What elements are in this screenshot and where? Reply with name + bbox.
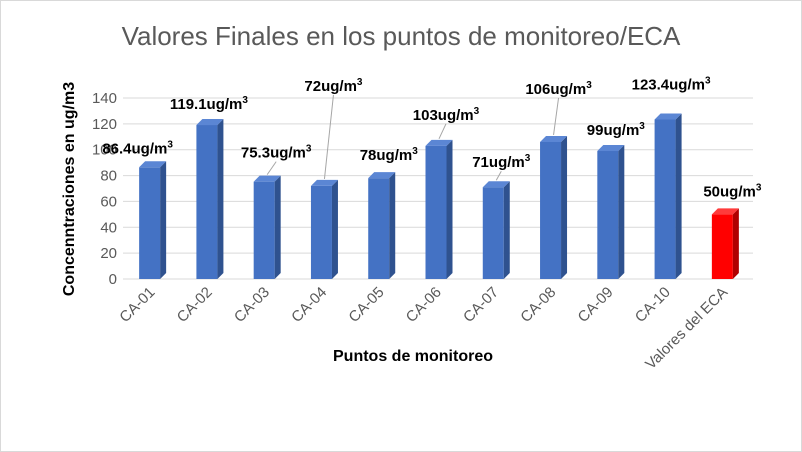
- data-label: 119.1ug/m3: [170, 95, 249, 113]
- bar-top: [425, 139, 453, 146]
- bar-front: [597, 151, 619, 279]
- leader-line: [495, 170, 502, 181]
- bar: [540, 135, 568, 279]
- bar-top: [368, 172, 396, 179]
- data-label: 50ug/m3: [703, 182, 762, 200]
- y-tick-label: 0: [109, 271, 117, 288]
- bar-side: [217, 119, 224, 279]
- x-tick-label: CA-10: [632, 284, 674, 326]
- y-tick-label: 100: [92, 142, 117, 159]
- y-tick-label: 60: [100, 193, 117, 210]
- leader-line: [323, 94, 334, 179]
- y-axis-title: Concenntraciones en ug/m3: [61, 82, 78, 296]
- bar: [597, 145, 625, 279]
- label-leader-lines: [266, 94, 560, 181]
- bar-front: [253, 181, 275, 279]
- y-tick-label: 80: [100, 168, 117, 185]
- bar-side: [389, 172, 396, 279]
- y-tick-label: 120: [92, 116, 117, 133]
- bar-top: [711, 208, 739, 215]
- x-tick-label: CA-05: [345, 284, 387, 326]
- bar-top: [540, 135, 568, 142]
- bar-eca: [711, 208, 739, 279]
- bar-top: [597, 145, 625, 152]
- leader-line: [438, 123, 447, 140]
- bar-side: [446, 139, 453, 279]
- bar-top: [310, 179, 338, 186]
- bar-top: [253, 175, 281, 182]
- data-label: 86.4ug/m3: [102, 139, 173, 157]
- bar-side: [561, 135, 568, 279]
- chart-title: Valores Finales en los puntos de monitor…: [122, 21, 681, 51]
- leader-line: [266, 161, 277, 175]
- x-tick-label: CA-04: [288, 284, 330, 326]
- data-label: 106ug/m3: [525, 80, 592, 98]
- bar-top: [139, 161, 167, 168]
- data-labels: 86.4ug/m3 119.1ug/m3 75.3ug/m3 72ug/m3 78ug/…: [102, 75, 762, 200]
- bar-front: [540, 141, 562, 279]
- bar-front: [310, 185, 332, 279]
- bar-top: [654, 113, 682, 120]
- y-tick-label: 40: [100, 219, 117, 236]
- data-label: 71ug/m3: [472, 153, 531, 171]
- bar: [253, 175, 281, 279]
- bar: [425, 139, 453, 279]
- bar: [654, 113, 682, 279]
- data-label: 75.3ug/m3: [241, 144, 312, 162]
- x-tick-label: CA-02: [174, 284, 216, 326]
- bar-side: [732, 208, 739, 279]
- leader-line: [553, 97, 560, 136]
- bar: [482, 181, 510, 279]
- bar-front: [654, 119, 676, 279]
- bar-front: [196, 125, 218, 279]
- x-tick-label: CA-01: [116, 284, 158, 326]
- x-tick-label: CA-08: [517, 284, 559, 326]
- bar-side: [160, 161, 167, 279]
- data-label: 123.4ug/m3: [632, 75, 711, 93]
- bars: [139, 113, 739, 279]
- bar-front: [368, 178, 390, 279]
- bar-side: [503, 181, 510, 279]
- bar-front: [711, 214, 733, 279]
- bar-side: [675, 113, 682, 279]
- bar: [196, 119, 224, 279]
- bar-top: [482, 181, 510, 188]
- y-tick-label: 20: [100, 245, 117, 262]
- y-axis-ticks: 0 20 40 60 80 100 120 140: [92, 90, 117, 288]
- bar-side: [331, 179, 338, 279]
- data-label: 72ug/m3: [304, 77, 363, 95]
- y-tick-label: 140: [92, 90, 117, 107]
- bar-front: [482, 187, 504, 279]
- bar-front: [139, 167, 161, 279]
- x-tick-label: CA-06: [403, 284, 445, 326]
- bar-top: [196, 119, 224, 126]
- x-tick-label: CA-07: [460, 284, 502, 326]
- x-axis-title: Puntos de monitoreo: [333, 348, 493, 365]
- bar: [310, 179, 338, 279]
- bar-side: [618, 145, 625, 279]
- bar-side: [274, 175, 281, 279]
- data-label: 78ug/m3: [360, 146, 419, 164]
- bar: [139, 161, 167, 279]
- bar: [368, 172, 396, 279]
- bar-front: [425, 145, 447, 279]
- data-label: 103ug/m3: [413, 106, 480, 124]
- x-tick-label: CA-03: [231, 284, 273, 326]
- x-tick-label: CA-09: [575, 284, 617, 326]
- data-label: 99ug/m3: [587, 121, 646, 139]
